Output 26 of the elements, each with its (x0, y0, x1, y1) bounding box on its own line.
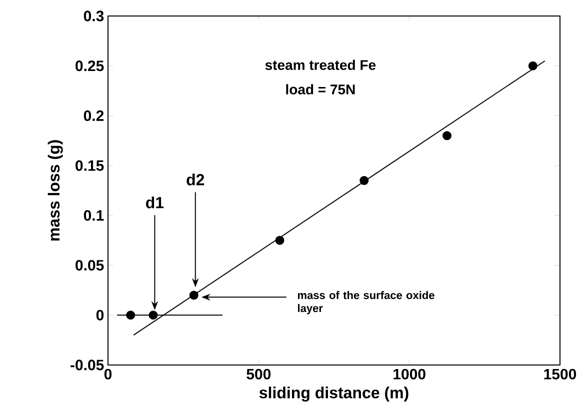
point (528, 61, 538, 70)
x-tick-label: 500 (246, 368, 271, 380)
y-tick-label: 0.2 (84, 110, 104, 122)
y-tick-label: 0 (96, 310, 104, 320)
y-tick-label: 0.1 (84, 210, 104, 221)
x-tick-label: 1000 (394, 368, 426, 380)
point (360, 176, 369, 186)
point (442, 131, 452, 140)
point (189, 290, 198, 300)
point (275, 236, 284, 245)
y-tick-label: 0.15 (76, 160, 104, 171)
point (126, 310, 136, 320)
annotation: d2 (186, 174, 204, 186)
y-tick-label: 0.3 (84, 10, 104, 22)
x-tick-label: 1500 (544, 368, 576, 380)
x-axis-title: sliding distance (m) (259, 386, 408, 402)
y-tick-label: 0.05 (76, 260, 104, 271)
annotation: mass of the surface oxide layer (298, 291, 434, 314)
x-tick-label: 0 (104, 368, 112, 380)
y-axis-title: mass loss (g) (48, 140, 63, 241)
y-tick-label: 0.25 (76, 60, 104, 72)
y-tick-label: -0.05 (70, 360, 104, 370)
point (148, 310, 158, 320)
annotation: steam treated Fe (265, 60, 376, 70)
annotation: d1 (146, 196, 164, 208)
annotation: load = 75N (286, 84, 355, 94)
